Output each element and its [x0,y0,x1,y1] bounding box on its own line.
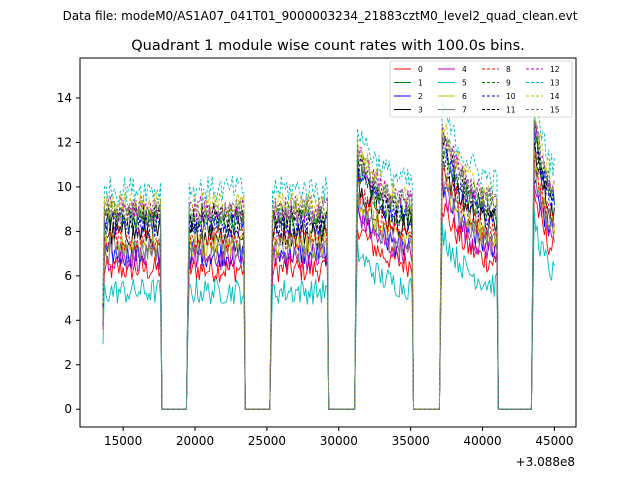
series-layer [102,91,555,410]
legend-label-5: 5 [462,79,467,88]
legend-box [389,60,573,118]
legend-label-13: 13 [550,79,560,88]
legend-label-10: 10 [506,92,516,101]
y-tick-label: 2 [64,358,72,372]
y-tick-label: 8 [64,224,72,238]
legend-label-12: 12 [550,65,560,74]
series-line-15 [102,120,555,410]
legend-label-11: 11 [506,106,516,115]
series-line-7 [102,166,555,410]
x-tick-label: 20000 [176,434,214,448]
series-line-8 [102,152,555,410]
series-line-12 [102,120,555,410]
y-tick-label: 14 [57,91,72,105]
legend-label-9: 9 [506,79,511,88]
y-axis: 0 2 4 6 8 10 12 14 [57,91,80,416]
x-offset-label: +3.088e8 [516,455,575,469]
x-tick-label: 35000 [392,434,430,448]
legend-label-3: 3 [418,106,423,115]
y-tick-label: 10 [57,180,72,194]
legend-label-4: 4 [462,65,467,74]
axes-frame [79,57,577,428]
legend-label-14: 14 [550,92,560,101]
legend-label-7: 7 [462,106,467,115]
legend-label-8: 8 [506,65,511,74]
x-axis: 15000 20000 25000 30000 35000 40000 45000 [104,427,574,448]
series-line-5 [102,210,555,410]
chart-title: Quadrant 1 module wise count rates with … [131,38,525,54]
suptitle: Data file: modeM0/AS1A07_041T01_90000032… [63,9,578,23]
y-tick-label: 0 [64,402,72,416]
legend-label-2: 2 [418,92,423,101]
legend-label-6: 6 [462,92,467,101]
x-tick-label: 30000 [320,434,358,448]
x-tick-label: 25000 [248,434,286,448]
y-tick-label: 4 [64,313,72,327]
y-tick-label: 6 [64,269,72,283]
x-tick-label: 45000 [535,434,573,448]
legend-label-1: 1 [418,79,423,88]
y-tick-label: 12 [57,135,72,149]
legend-label-15: 15 [550,106,560,115]
series-line-11 [102,122,555,410]
x-tick-label: 40000 [463,434,501,448]
legend-label-0: 0 [418,65,423,74]
series-line-13 [102,91,555,410]
x-tick-label: 15000 [104,434,142,448]
